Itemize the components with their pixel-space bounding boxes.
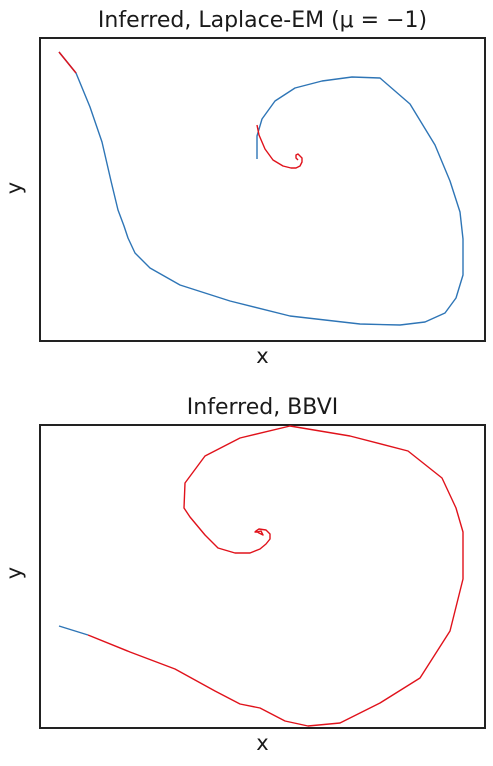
plot-area bbox=[39, 424, 486, 729]
chart-panel-2: Inferred, BBVI y x bbox=[0, 383, 493, 766]
series-line-1 bbox=[87, 425, 464, 727]
x-axis-label: x bbox=[256, 344, 269, 368]
series-line-0 bbox=[58, 625, 89, 636]
x-axis-label: x bbox=[256, 731, 269, 755]
chart-title: Inferred, Laplace-EM (μ = −1) bbox=[97, 8, 428, 33]
series-line-2 bbox=[256, 124, 303, 169]
chart-title: Inferred, BBVI bbox=[186, 395, 339, 420]
series-line-1 bbox=[58, 51, 77, 74]
plot-frame bbox=[39, 424, 486, 729]
plot-area bbox=[39, 37, 486, 342]
chart-panel-1: Inferred, Laplace-EM (μ = −1) y x bbox=[2, 8, 486, 368]
series-line-0 bbox=[58, 51, 464, 326]
plot-frame bbox=[39, 37, 486, 342]
